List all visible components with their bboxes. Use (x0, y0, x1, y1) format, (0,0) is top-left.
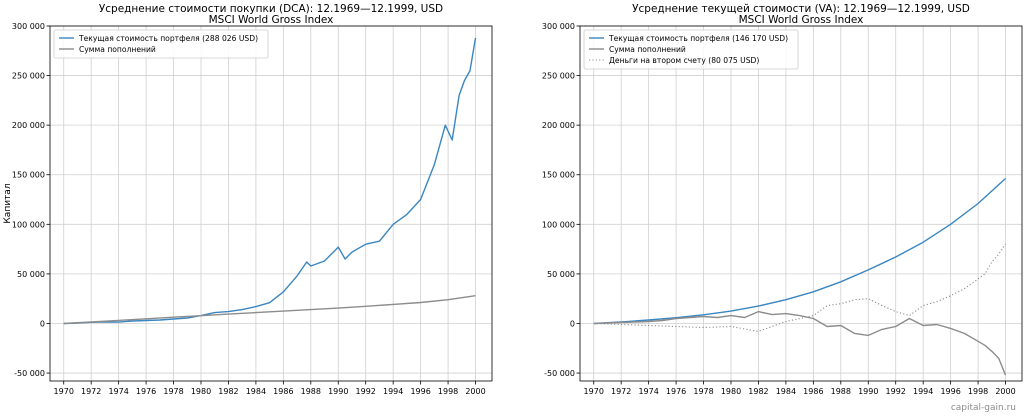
x-tick-label: 1990 (858, 387, 878, 396)
x-tick-label: 1982 (748, 387, 768, 396)
legend-label: Текущая стоимость портфеля (146 170 USD) (608, 34, 788, 43)
legend-label: Текущая стоимость портфеля (288 026 USD) (78, 34, 258, 43)
x-tick-label: 1986 (273, 387, 293, 396)
legend (583, 29, 799, 70)
x-tick-label: 1980 (191, 387, 211, 396)
x-tick-label: 1978 (163, 387, 183, 396)
y-tick-label: 50 000 (17, 270, 45, 279)
chart-1: Усреднение стоимости покупки (DCA): 12.1… (3, 3, 493, 396)
x-tick-label: 1996 (410, 387, 430, 396)
y-tick-label: 300 000 (542, 22, 575, 31)
chart-2: Усреднение текущей стоимости (VA): 12.19… (542, 3, 1023, 396)
x-tick-label: 1986 (803, 387, 823, 396)
x-tick-label: 1994 (383, 387, 403, 396)
x-tick-label: 1992 (886, 387, 906, 396)
x-tick-label: 1992 (356, 387, 376, 396)
series-line-1 (593, 177, 1006, 325)
x-tick-label: 1988 (831, 387, 851, 396)
x-tick-label: 2000 (995, 387, 1015, 396)
x-tick-label: 2000 (465, 387, 485, 396)
y-tick-label: 100 000 (12, 220, 45, 229)
x-tick-label: 1972 (81, 387, 101, 396)
chart-subtitle: MSCI World Gross Index (209, 14, 334, 26)
x-tick-label: 1998 (968, 387, 988, 396)
x-tick-label: 1984 (246, 387, 266, 396)
series-line-1 (63, 37, 477, 325)
legend (53, 29, 269, 59)
chart-title: Усреднение текущей стоимости (VA): 12.19… (632, 3, 970, 15)
y-axis-label: Капитал (3, 183, 13, 223)
y-tick-label: 50 000 (547, 270, 575, 279)
x-tick-label: 1972 (611, 387, 631, 396)
x-tick-label: 1976 (666, 387, 686, 396)
x-tick-label: 1990 (328, 387, 348, 396)
plot-frame (579, 25, 1023, 382)
x-tick-label: 1980 (721, 387, 741, 396)
y-tick-label: -50 000 (544, 369, 575, 378)
y-tick-label: 150 000 (12, 171, 45, 180)
y-tick-label: 300 000 (12, 22, 45, 31)
x-tick-label: 1974 (638, 387, 658, 396)
y-tick-label: 100 000 (542, 220, 575, 229)
chart-subtitle: MSCI World Gross Index (739, 14, 864, 26)
plot-frame (49, 25, 493, 382)
x-tick-label: 1998 (438, 387, 458, 396)
y-tick-label: 250 000 (12, 72, 45, 81)
chart-title: Усреднение стоимости покупки (DCA): 12.1… (99, 3, 443, 15)
legend-label: Сумма пополнений (79, 45, 156, 54)
series-line-2 (593, 310, 1007, 376)
legend-label: Сумма пополнений (609, 45, 686, 54)
series-line-3 (593, 243, 1006, 332)
y-tick-label: -50 000 (14, 369, 45, 378)
series-line-2 (63, 295, 476, 325)
y-tick-label: 200 000 (12, 121, 45, 130)
x-tick-label: 1982 (218, 387, 238, 396)
watermark: capital-gain.ru (950, 403, 1016, 413)
x-tick-label: 1970 (54, 387, 74, 396)
x-tick-label: 1976 (136, 387, 156, 396)
x-tick-label: 1984 (776, 387, 796, 396)
x-tick-label: 1978 (693, 387, 713, 396)
legend-label: Деньги на втором счету (80 075 USD) (609, 56, 759, 65)
x-tick-label: 1970 (584, 387, 604, 396)
x-tick-label: 1996 (940, 387, 960, 396)
y-tick-label: 200 000 (542, 121, 575, 130)
y-tick-label: 0 (570, 319, 575, 328)
x-tick-label: 1974 (108, 387, 128, 396)
y-tick-label: 0 (40, 319, 45, 328)
y-tick-label: 150 000 (542, 171, 575, 180)
x-tick-label: 1988 (301, 387, 321, 396)
y-tick-label: 250 000 (542, 72, 575, 81)
x-tick-label: 1994 (913, 387, 933, 396)
